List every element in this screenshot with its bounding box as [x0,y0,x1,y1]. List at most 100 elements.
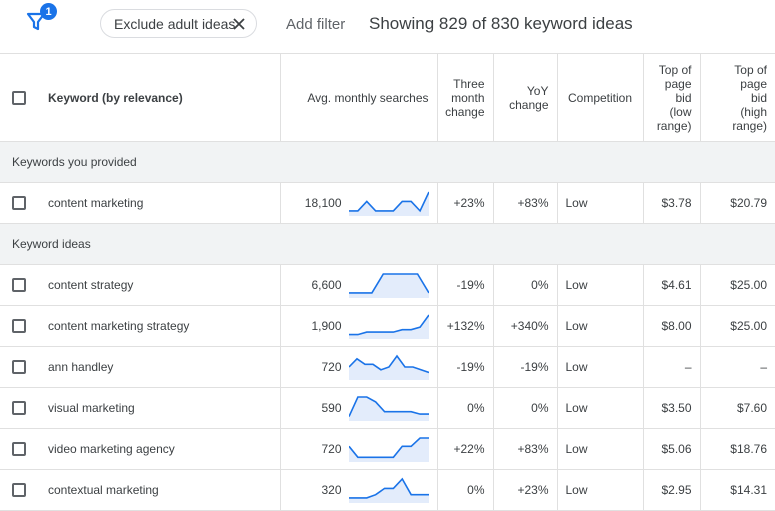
bid-high-cell: $20.79 [699,182,775,224]
header-bid-low-line: range) [656,118,692,133]
sparkline-area [348,479,429,503]
header-bid-high-line: bid [750,90,767,105]
keyword-cell[interactable]: video marketing agency [38,428,280,470]
row-checkbox-cell [0,264,38,306]
trend-sparkline [348,477,429,503]
searches-value: 6,600 [311,278,342,292]
competition-cell: Low [556,264,643,306]
yoy-change-cell: +340% [492,305,557,347]
searches-cell: 1,900 [279,305,437,347]
header-bid-high[interactable]: Top of page bid (high range) [699,53,775,142]
section-title: Keywords you provided [0,141,775,183]
section-title: Keyword ideas [0,223,775,265]
yoy-change-cell: 0% [492,387,557,429]
sparkline-line [348,354,429,374]
row-checkbox-cell [0,428,38,470]
bid-high-cell: $25.00 [699,264,775,306]
bid-low-cell: – [642,346,700,388]
trend-sparkline [348,354,429,380]
keyword-cell[interactable]: contextual marketing [38,469,280,511]
keyword-cell[interactable]: content strategy [38,264,280,306]
row-checkbox[interactable] [12,401,26,416]
select-all-checkbox[interactable] [12,90,26,105]
row-checkbox[interactable] [12,196,26,211]
searches-cell: 720 [279,428,437,470]
bid-high-cell: $7.60 [699,387,775,429]
bid-low-cell: $2.95 [642,469,700,511]
yoy-change-cell: 0% [492,264,557,306]
keyword-cell[interactable]: content marketing strategy [38,305,280,347]
header-yoy-change[interactable]: YoY change [492,53,557,142]
trend-sparkline [348,191,429,216]
table-row[interactable]: content marketing 18,100 +23% +83% Low $3.78 $… [0,182,775,224]
select-all-cell [0,53,38,142]
competition-cell: Low [556,469,643,511]
three-month-change-cell: +132% [436,305,493,347]
sparkline-line [348,191,429,213]
header-avg-monthly-searches[interactable]: Avg. monthly searches [279,53,437,142]
three-month-change-cell: 0% [436,469,493,511]
section-header-row: Keyword ideas [0,223,775,265]
keyword-cell[interactable]: visual marketing [38,387,280,429]
sparkline-area [348,397,429,421]
searches-value: 320 [321,483,342,497]
header-bid-low[interactable]: Top of page bid (low range) [642,53,700,142]
trend-sparkline [348,396,429,421]
header-three-month-change[interactable]: Three month change [436,53,493,142]
bid-high-cell: $25.00 [699,305,775,347]
bid-low-cell: $5.06 [642,428,700,470]
sparkline-line [348,273,429,294]
searches-cell: 720 [279,346,437,388]
row-checkbox[interactable] [12,278,26,293]
three-month-change-cell: -19% [436,346,493,388]
trend-sparkline [348,273,429,298]
header-competition[interactable]: Competition [556,53,643,142]
bid-low-cell: $3.50 [642,387,700,429]
table-row[interactable]: contextual marketing 320 0% +23% Low $2.95 $14… [0,469,775,511]
searches-value: 590 [321,401,342,415]
header-yoy-line: YoY [526,83,549,98]
searches-value: 1,900 [311,319,342,333]
chip-label: Exclude adult ideas [114,15,236,32]
yoy-change-cell: +83% [492,182,557,224]
section-header-row: Keywords you provided [0,141,775,183]
row-checkbox-cell [0,305,38,347]
header-three-month-line: change [445,104,485,119]
table-row[interactable]: visual marketing 590 0% 0% Low $3.50 $7.60 [0,387,775,429]
competition-cell: Low [556,305,643,347]
close-icon[interactable] [231,16,247,32]
yoy-change-cell: -19% [492,346,557,388]
yoy-change-cell: +23% [492,469,557,511]
competition-cell: Low [556,428,643,470]
header-keyword[interactable]: Keyword (by relevance) [38,53,280,142]
competition-cell: Low [556,387,643,429]
row-checkbox-cell [0,387,38,429]
sparkline-area [348,315,429,339]
row-checkbox-cell [0,346,38,388]
add-filter-button[interactable]: Add filter [286,16,346,33]
sparkline-area [348,356,429,380]
yoy-change-cell: +83% [492,428,557,470]
searches-cell: 320 [279,469,437,511]
table-header: Keyword (by relevance) Avg. monthly sear… [0,53,775,142]
exclude-adult-ideas-chip[interactable]: Exclude adult ideas [100,9,257,38]
three-month-change-cell: +22% [436,428,493,470]
searches-cell: 6,600 [279,264,437,306]
keyword-cell[interactable]: content marketing [38,182,280,224]
row-checkbox[interactable] [12,483,26,498]
table-row[interactable]: content strategy 6,600 -19% 0% Low $4.61 $25.0… [0,264,775,306]
table-row[interactable]: ann handley 720 -19% -19% Low – – [0,346,775,388]
sparkline-line [348,396,429,417]
row-checkbox[interactable] [12,319,26,334]
sparkline-area [348,192,429,216]
bid-low-cell: $3.78 [642,182,700,224]
table-row[interactable]: video marketing agency 720 +22% +83% Low $5.0… [0,428,775,470]
sparkline-area [348,274,429,298]
table-row[interactable]: content marketing strategy 1,900 +132% +340… [0,305,775,347]
three-month-change-cell: +23% [436,182,493,224]
header-bid-high-line: Top of [734,62,767,77]
keyword-cell[interactable]: ann handley [38,346,280,388]
row-checkbox[interactable] [12,360,26,375]
row-checkbox[interactable] [12,442,26,457]
keyword-table: Keyword (by relevance) Avg. monthly sear… [0,53,775,511]
